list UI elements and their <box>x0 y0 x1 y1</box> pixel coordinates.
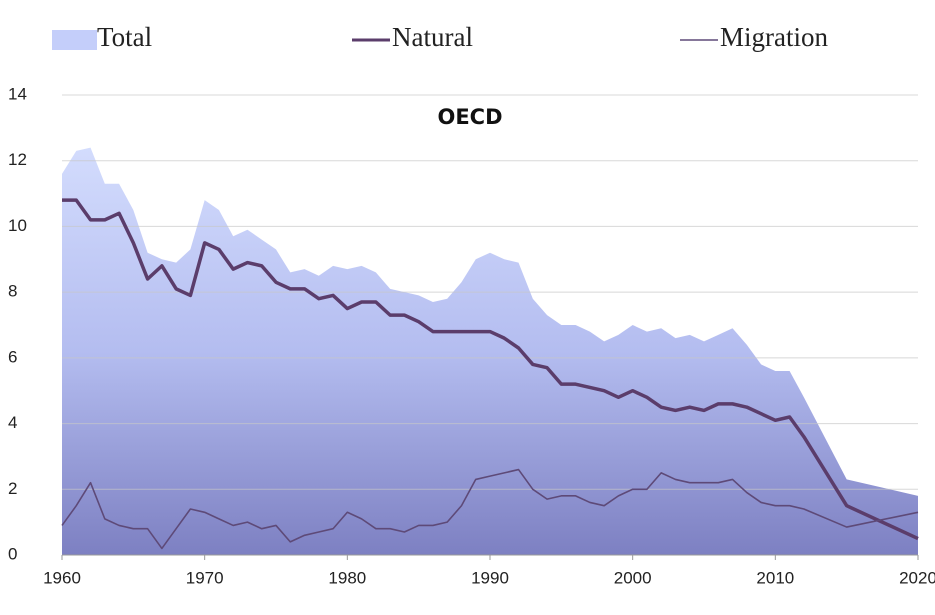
series-line <box>61 468 919 550</box>
x-tick-label: 2010 <box>756 568 794 587</box>
y-tick-label: 14 <box>8 84 27 103</box>
y-tick-label: 8 <box>8 282 17 301</box>
x-tick-label: 1970 <box>186 568 224 587</box>
chart-title: OECD <box>437 105 502 129</box>
legend-swatch <box>52 30 97 50</box>
total-area <box>62 147 918 556</box>
y-tick-label: 6 <box>8 347 17 366</box>
x-tick-label: 1960 <box>43 568 81 587</box>
x-tick-label: 2000 <box>614 568 652 587</box>
y-tick-label: 10 <box>8 216 27 235</box>
legend-label: Migration <box>720 22 828 52</box>
x-tick-label: 1980 <box>328 568 366 587</box>
legend-label: Natural <box>392 22 473 52</box>
y-tick-label: 0 <box>8 544 17 563</box>
series-line <box>62 198 919 541</box>
legend-label: Total <box>97 22 152 52</box>
x-tick-label: 1990 <box>471 568 509 587</box>
y-tick-label: 2 <box>8 479 17 498</box>
x-tick-label: 2020 <box>899 568 935 587</box>
y-tick-label: 4 <box>8 413 17 432</box>
y-tick-label: 12 <box>8 150 27 169</box>
